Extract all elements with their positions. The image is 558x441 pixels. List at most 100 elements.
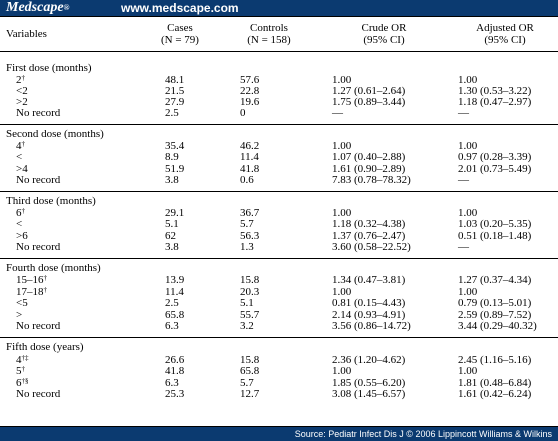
controls-value: 5.1: [240, 297, 254, 309]
cases-value: 35.4: [165, 140, 185, 152]
table-row: No record 3.8 0.6 7.83 (0.78–78.32) —: [0, 175, 558, 186]
controls-value: 19.6: [240, 96, 260, 108]
cases-value: 3.8: [165, 241, 179, 253]
section-divider: [0, 337, 558, 338]
row-label-text: <5: [16, 297, 28, 309]
row-label: 6†§: [16, 378, 29, 389]
crude-or-value: 0.81 (0.15–4.43): [332, 297, 406, 309]
adjusted-or-value: 1.00: [458, 207, 478, 219]
top-banner: Medscape® www.medscape.com: [0, 0, 558, 16]
section-title: Second dose (months): [0, 129, 558, 140]
medscape-logo[interactable]: Medscape®: [6, 0, 70, 16]
controls-value: 11.4: [240, 151, 259, 163]
table-row: 4†‡ 26.6 15.8 2.36 (1.20–4.62) 2.45 (1.16–5.…: [0, 355, 558, 366]
crude-or-value: 1.75 (0.89–3.44): [332, 96, 406, 108]
cases-value: 41.8: [165, 365, 185, 377]
adjusted-or-value: 3.44 (0.29–40.32): [458, 320, 537, 332]
row-label-text: 17–18: [16, 286, 44, 298]
table-row: >6 62 56.3 1.37 (0.76–2.47) 0.51 (0.18–1.48): [0, 231, 558, 242]
table-row: No record 25.3 12.7 3.08 (1.45–6.57) 1.61 (0…: [0, 389, 558, 400]
header-adjusted: Adjusted OR (95% CI): [460, 22, 550, 46]
table-row: 17–18† 11.4 20.3 1.00 1.00: [0, 287, 558, 298]
table-row: <5 2.5 5.1 0.81 (0.15–4.43) 0.79 (0.13–5.01): [0, 298, 558, 309]
row-label-text: 2: [16, 74, 22, 86]
row-label-text: No record: [16, 320, 61, 332]
adjusted-or-value: 0.51 (0.18–1.48): [458, 230, 532, 242]
controls-value: 1.3: [240, 241, 254, 253]
row-label: <5: [16, 298, 28, 309]
crude-or-value: 1.61 (0.90–2.89): [332, 163, 406, 175]
adjusted-or-value: 1.00: [458, 286, 478, 298]
adjusted-or-value: 2.45 (1.16–5.16): [458, 354, 532, 366]
cases-value: 2.5: [165, 107, 179, 119]
crude-or-value: 2.36 (1.20–4.62): [332, 354, 406, 366]
row-label-text: No record: [16, 174, 61, 186]
adjusted-or-value: 0.97 (0.28–3.39): [458, 151, 532, 163]
cases-value: 25.3: [165, 388, 185, 400]
header-rule: [0, 51, 558, 52]
section-title: Third dose (months): [0, 196, 558, 207]
header-crude-ci: (95% CI): [363, 34, 405, 46]
controls-value: 5.7: [240, 377, 254, 389]
table-row: 6†§ 6.3 5.7 1.85 (0.55–6.20) 1.81 (0.48–6.84…: [0, 378, 558, 389]
crude-or-value: 1.34 (0.47–3.81): [332, 274, 406, 286]
adjusted-or-value: 1.00: [458, 140, 478, 152]
adjusted-or-value: —: [458, 174, 469, 186]
table-row: >2 27.9 19.6 1.75 (0.89–3.44) 1.18 (0.47–2.9…: [0, 97, 558, 108]
adjusted-or-value: 1.00: [458, 74, 478, 86]
table-row: <5.1 5.7 1.18 (0.32–4.38) 1.03 (0.20–5.35): [0, 219, 558, 230]
footnote-marker: †: [43, 286, 48, 294]
row-label: >2: [16, 97, 28, 108]
footnote-marker: †: [21, 74, 26, 82]
section-title: First dose (months): [0, 63, 558, 74]
controls-value: 36.7: [240, 207, 260, 219]
table-row: >65.8 55.7 2.14 (0.93–4.91) 2.59 (0.89–7.52…: [0, 310, 558, 321]
table-row: No record 3.8 1.3 3.60 (0.58–22.52) —: [0, 242, 558, 253]
site-link[interactable]: www.medscape.com: [121, 1, 239, 15]
section-title-text: Third dose (months): [6, 195, 96, 207]
controls-value: 0.6: [240, 174, 254, 186]
cases-value: 3.8: [165, 174, 179, 186]
section-divider: [0, 258, 558, 259]
row-label-text: <: [16, 218, 23, 230]
section-divider: [0, 191, 558, 192]
cases-value: 8.9: [165, 151, 179, 163]
cases-value: 27.9: [165, 96, 185, 108]
row-label: No record: [16, 389, 60, 400]
footnote-marker: †: [43, 274, 48, 282]
header-controls-label: Controls: [250, 22, 288, 34]
controls-value: 41.8: [240, 163, 260, 175]
row-label: 2†: [16, 75, 25, 86]
row-label-text: >4: [16, 163, 28, 175]
controls-value: 3.2: [240, 320, 254, 332]
table-row: 4† 35.4 46.2 1.00 1.00: [0, 141, 558, 152]
cases-value: 6.3: [165, 320, 179, 332]
controls-value: 65.8: [240, 365, 260, 377]
row-label: No record: [16, 242, 60, 253]
table-row: No record 6.3 3.2 3.56 (0.86–14.72) 3.44 (0.…: [0, 321, 558, 332]
adjusted-or-value: 1.27 (0.37–4.34): [458, 274, 532, 286]
row-label: 6†: [16, 208, 25, 219]
row-label-text: No record: [16, 388, 61, 400]
controls-value: 12.7: [240, 388, 260, 400]
footnote-marker: †: [21, 207, 26, 215]
row-label: 4†: [16, 141, 25, 152]
row-label-text: <2: [16, 85, 28, 97]
adjusted-or-value: —: [458, 241, 469, 253]
footnote-marker: †‡: [21, 354, 29, 362]
bottom-rule: [0, 426, 558, 427]
row-label: >4: [16, 164, 28, 175]
table-row: <8.9 11.4 1.07 (0.40–2.88) 0.97 (0.28–3.39): [0, 152, 558, 163]
row-label: 4†‡: [16, 355, 29, 366]
header-controls: Controls (N = 158): [234, 22, 304, 46]
controls-value: 22.8: [240, 85, 260, 97]
crude-or-value: 3.08 (1.45–6.57): [332, 388, 406, 400]
row-label-text: No record: [16, 241, 61, 253]
row-label: 17–18†: [16, 287, 47, 298]
section-divider: [0, 124, 558, 125]
table-row: No record 2.5 0 — —: [0, 108, 558, 119]
cases-value: 11.4: [165, 286, 184, 298]
table-row: 6† 29.1 36.7 1.00 1.00: [0, 208, 558, 219]
row-label-text: 5: [16, 365, 22, 377]
row-label: <: [16, 219, 22, 230]
